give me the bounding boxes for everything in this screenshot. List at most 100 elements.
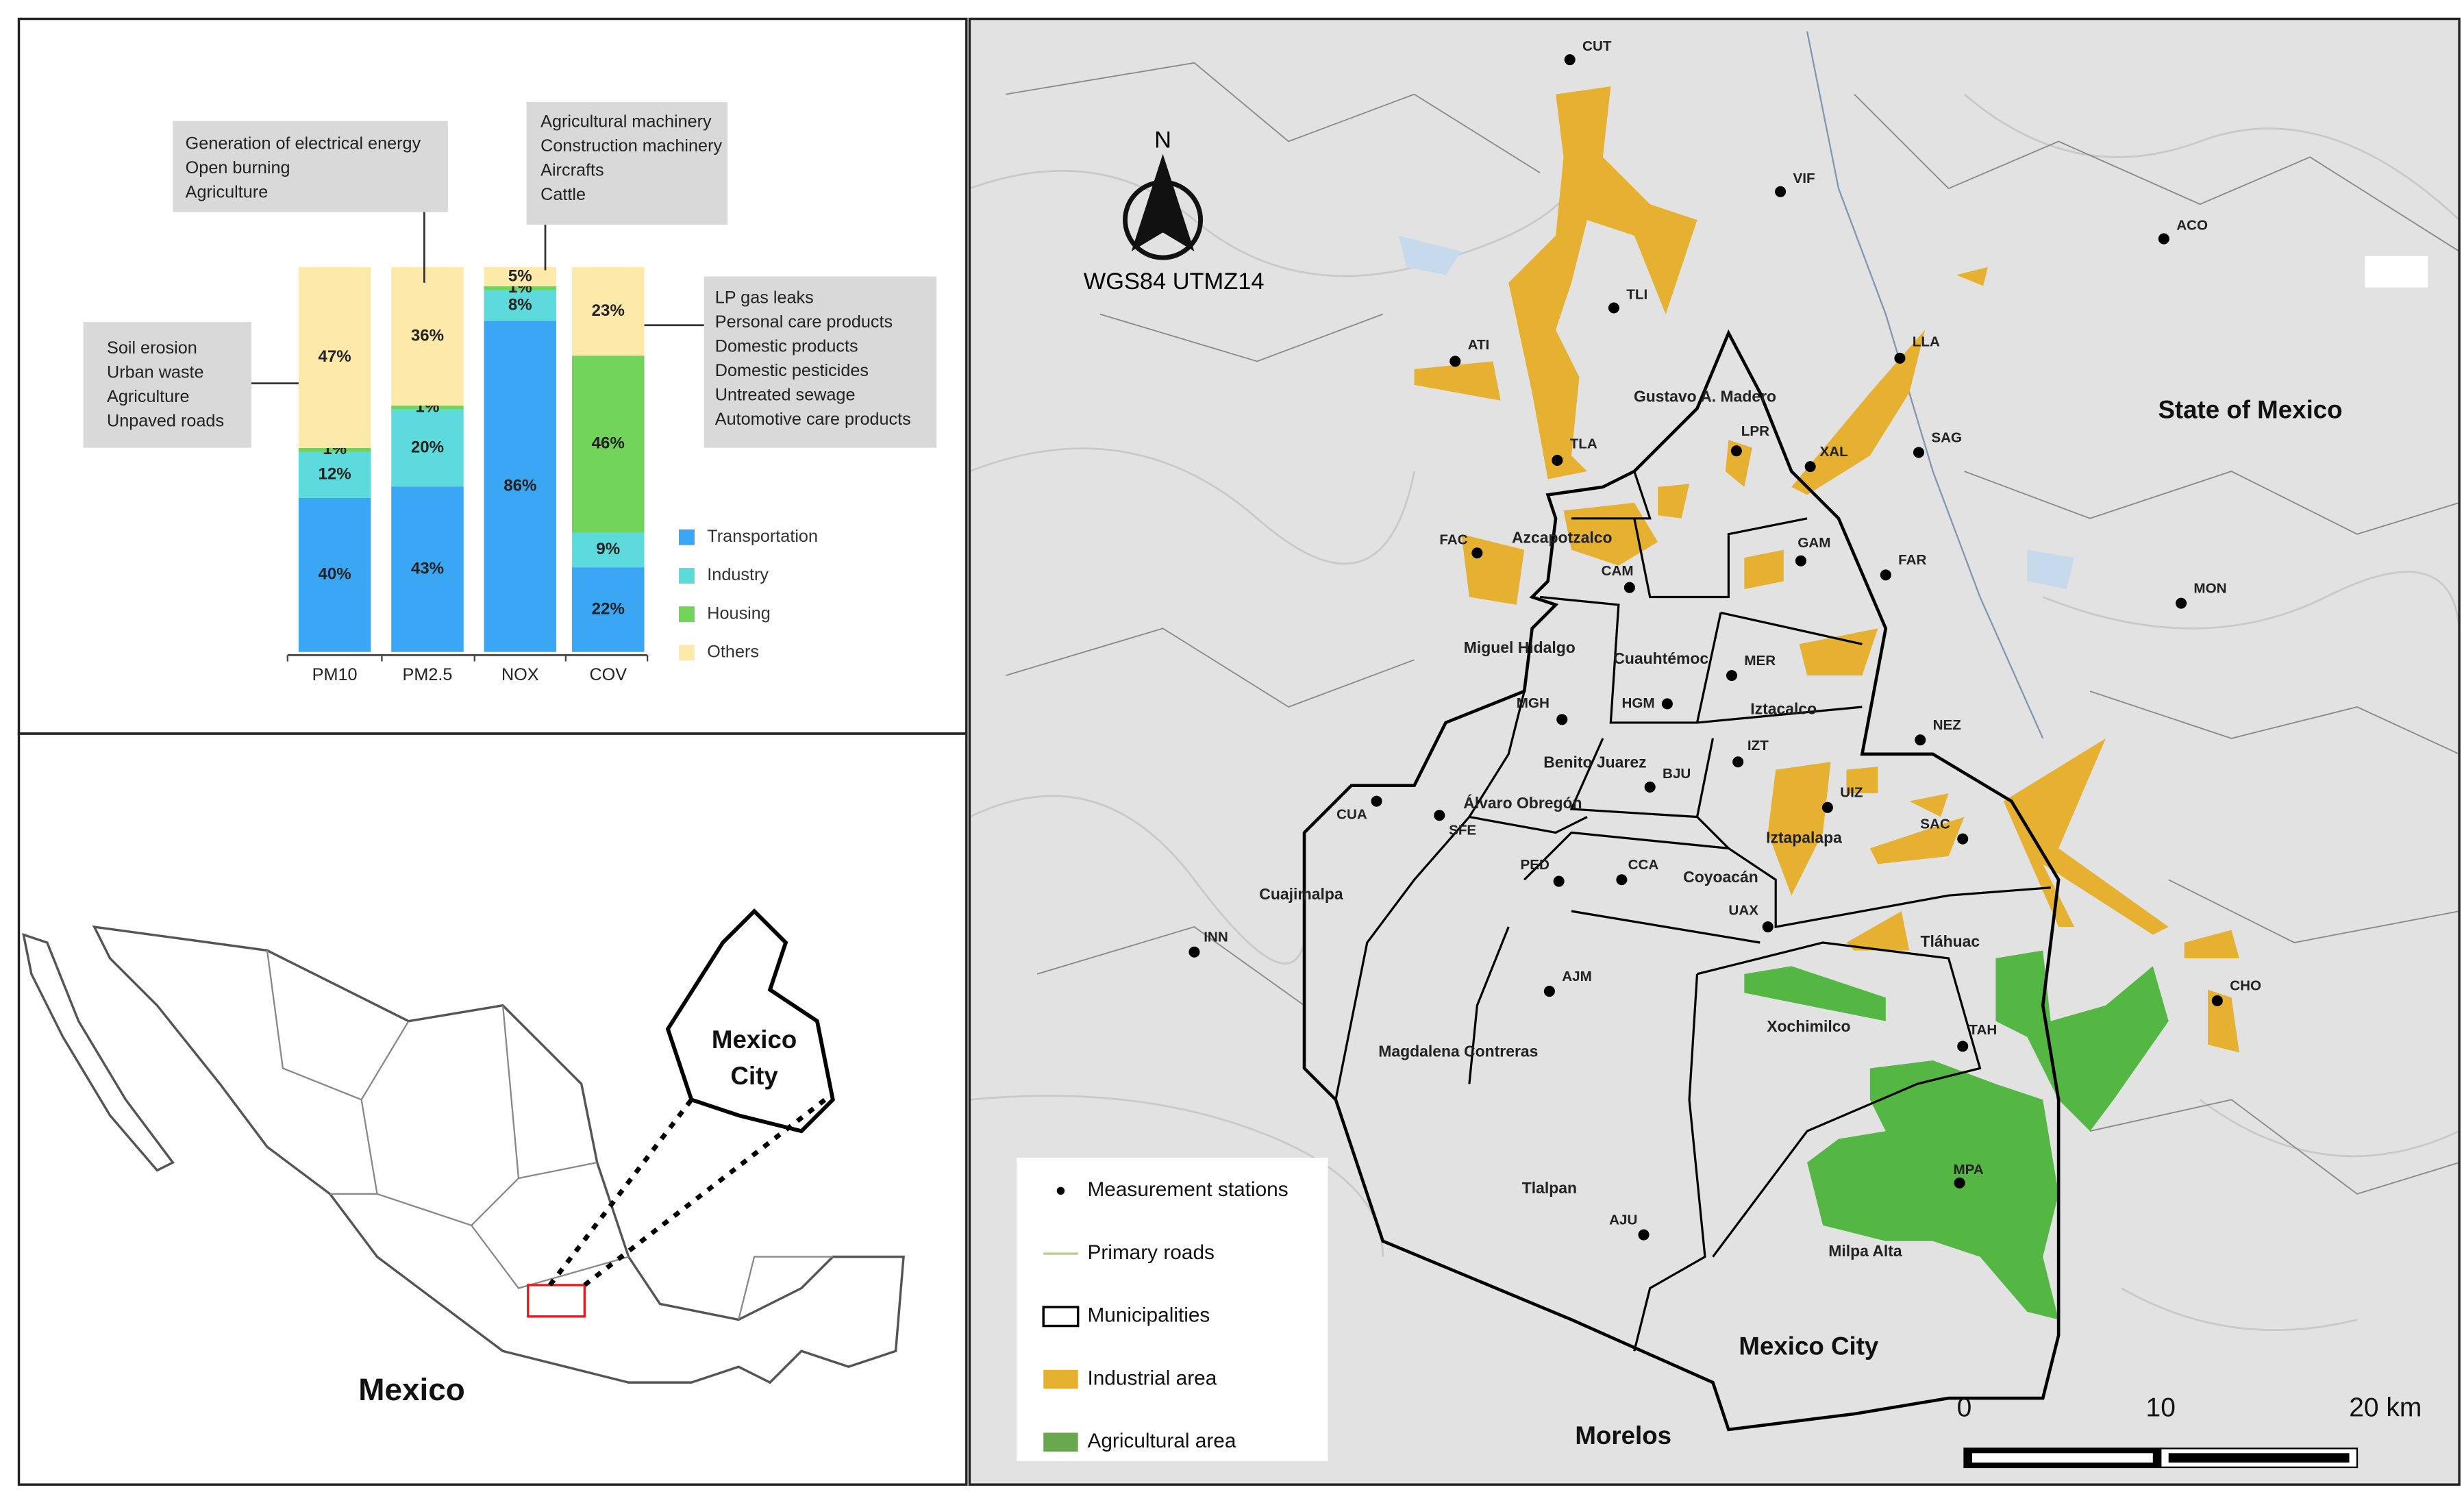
bar-segment bbox=[484, 266, 557, 286]
annotation-text: Untreated sewage bbox=[715, 386, 856, 405]
bar-segment bbox=[484, 290, 557, 321]
agricultural-area bbox=[1807, 1060, 2059, 1320]
annotation-text: Domestic products bbox=[715, 336, 858, 356]
city-locator bbox=[527, 1284, 586, 1318]
station-marker bbox=[1957, 1041, 1969, 1052]
north-label: N bbox=[1154, 127, 1171, 153]
state-boundary bbox=[266, 950, 833, 1320]
station-marker bbox=[1821, 801, 1833, 813]
industrial-area bbox=[1658, 440, 1784, 589]
station-label: MER bbox=[1744, 653, 1776, 669]
scale-label: 10 bbox=[2146, 1393, 2176, 1422]
station-marker bbox=[1371, 795, 1382, 807]
municipality-label: Magdalena Contreras bbox=[1378, 1043, 1538, 1060]
station-label: CAM bbox=[1602, 563, 1634, 579]
value-label: 43% bbox=[411, 559, 444, 577]
country-label: Mexico bbox=[358, 1371, 465, 1407]
station-label: MPA bbox=[1953, 1162, 1983, 1178]
industrial-area bbox=[1791, 329, 1926, 495]
north-arrow: N WGS84 UTMZ14 bbox=[1084, 127, 1265, 294]
station-label: CCA bbox=[1628, 857, 1659, 873]
station-label: NEZ bbox=[1933, 717, 1961, 733]
city-outline bbox=[665, 908, 835, 1134]
station-label: CHO bbox=[2230, 978, 2261, 994]
scale-bar bbox=[1963, 1447, 2359, 1469]
station-label: LLA bbox=[1913, 334, 1940, 349]
station-marker bbox=[1449, 356, 1461, 367]
station-label: HGM bbox=[1621, 695, 1654, 711]
map-legend-label: Industrial area bbox=[1087, 1367, 1217, 1389]
industrial-area bbox=[1414, 361, 1501, 401]
annotation-box bbox=[83, 322, 252, 448]
station-marker bbox=[1894, 352, 1906, 364]
station-marker bbox=[1954, 1177, 1965, 1189]
annotation-text: Generation of electrical energy bbox=[186, 134, 421, 153]
value-label: 22% bbox=[592, 599, 625, 618]
bar-segment bbox=[391, 486, 464, 652]
bar-segment bbox=[298, 497, 371, 652]
station-marker bbox=[2158, 233, 2169, 245]
legend-swatch bbox=[679, 529, 695, 545]
station-label: XAL bbox=[1819, 444, 1847, 460]
blank-patch bbox=[2365, 256, 2428, 288]
panel-frame bbox=[17, 732, 968, 1486]
agricultural-area bbox=[1744, 966, 1886, 1021]
station-label: UIZ bbox=[1840, 785, 1863, 801]
annotation-text: Agriculture bbox=[186, 183, 269, 202]
bar-segment bbox=[572, 532, 645, 568]
annotation-box bbox=[704, 276, 937, 448]
bar-segment bbox=[391, 406, 464, 410]
station-label: TLI bbox=[1626, 287, 1647, 303]
station-label: TAH bbox=[1969, 1022, 1997, 1038]
station-label: SAG bbox=[1931, 430, 1962, 445]
value-label: 5% bbox=[508, 266, 532, 285]
legend-label: Transportation bbox=[707, 527, 818, 546]
crs-label: WGS84 UTMZ14 bbox=[1084, 269, 1265, 295]
x-tick-label: PM10 bbox=[312, 665, 358, 684]
annotation-text: Automotive care products bbox=[715, 410, 911, 429]
region-label: Mexico City bbox=[1739, 1332, 1879, 1360]
station-marker bbox=[1189, 946, 1200, 958]
municipality-label: Iztacalco bbox=[1750, 700, 1817, 718]
scale-segment bbox=[1971, 1453, 2153, 1463]
station-marker bbox=[1543, 986, 1555, 997]
bar-segment bbox=[484, 321, 557, 652]
station-marker bbox=[1661, 698, 1673, 710]
station-marker bbox=[1552, 454, 1563, 466]
industrial-area bbox=[1799, 628, 1878, 676]
terrain-line bbox=[969, 93, 2461, 1332]
station-marker bbox=[1957, 833, 1969, 845]
map-legend-label: Agricultural area bbox=[1087, 1430, 1236, 1452]
value-label: 8% bbox=[508, 295, 532, 314]
map-legend-label: Municipalities bbox=[1087, 1304, 1210, 1327]
industrial-area bbox=[1767, 762, 1878, 896]
municipality-label: Cuajimalpa bbox=[1259, 885, 1343, 903]
bar-segment bbox=[298, 266, 371, 448]
annotation-text: Soil erosion bbox=[107, 338, 197, 358]
municipality-label: Azcapotzalco bbox=[1512, 529, 1613, 547]
value-label: 36% bbox=[411, 326, 444, 345]
station-marker bbox=[1564, 54, 1576, 66]
station-marker bbox=[1434, 810, 1445, 821]
region-label: Morelos bbox=[1575, 1421, 1671, 1450]
legend-symbol bbox=[1056, 1186, 1065, 1195]
legend-label: Industry bbox=[707, 565, 769, 584]
country-outline bbox=[22, 932, 175, 1172]
industrial-area bbox=[1869, 793, 1965, 865]
annotation-text: Unpaved roads bbox=[107, 411, 224, 430]
municipality-label: Tláhuac bbox=[1921, 932, 1980, 950]
station-marker bbox=[2211, 995, 2223, 1006]
municipality-label: Gustavo A. Madero bbox=[1634, 387, 1776, 405]
station-marker bbox=[1730, 445, 1742, 457]
legend-swatch bbox=[679, 645, 695, 661]
legend-label: Housing bbox=[707, 604, 771, 623]
station-label: LPR bbox=[1741, 423, 1769, 439]
station-marker bbox=[1471, 547, 1483, 559]
annotation-text: Open burning bbox=[186, 158, 290, 177]
map-legend-label: Measurement stations bbox=[1087, 1178, 1288, 1201]
station-label: PED bbox=[1520, 857, 1550, 873]
station-label: VIF bbox=[1793, 171, 1815, 186]
station-marker bbox=[1638, 1229, 1650, 1241]
scale-label: 20 km bbox=[2349, 1393, 2422, 1422]
